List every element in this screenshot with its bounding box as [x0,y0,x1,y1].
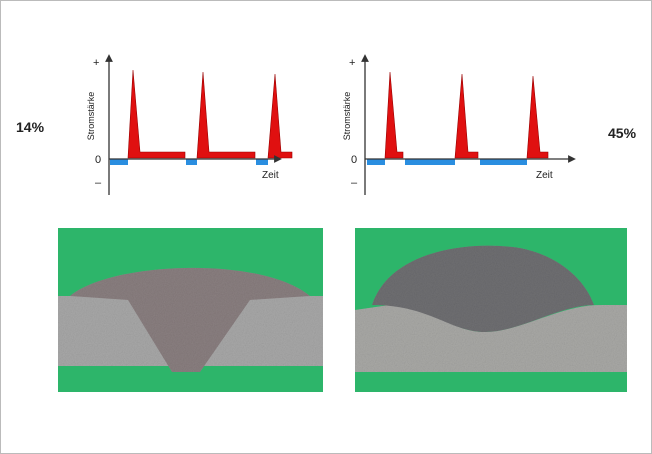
minus-label: – [95,177,102,189]
plus-label: + [93,57,99,69]
plus-label: + [349,57,355,69]
zero-label: 0 [95,154,101,166]
percent-label: 45% [608,125,637,141]
waveform-left [105,54,293,195]
minus-label: – [351,177,358,189]
zero-label: 0 [351,154,357,166]
x-axis-label: Zeit [536,170,553,181]
y-axis-label: Stromstärke [342,92,352,141]
y-axis-label: Stromstärke [86,92,96,141]
percent-label: 14% [16,119,45,135]
weld-right [355,228,627,392]
x-axis-label: Zeit [262,170,279,181]
weld-left [58,228,323,392]
waveform-right [361,54,576,195]
